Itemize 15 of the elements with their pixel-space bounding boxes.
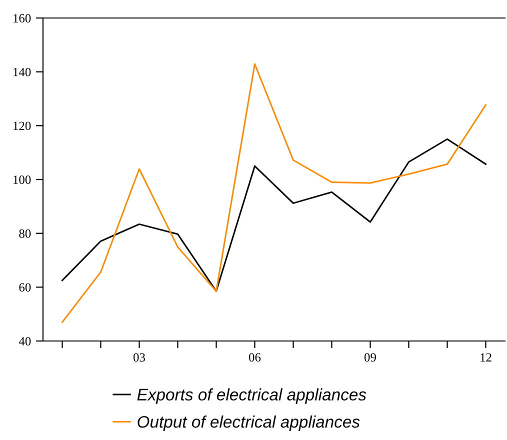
y-tick-label: 100 — [14, 176, 31, 184]
x-tick-label: 06 — [248, 353, 261, 362]
x-tick-label: 12 — [480, 353, 492, 362]
y-tick-label: 160 — [14, 14, 31, 22]
y-tick-label: 120 — [14, 122, 31, 130]
y-tick-label: 140 — [14, 68, 31, 76]
legend-label: Output of electrical appliances — [138, 416, 360, 432]
line-series — [61, 63, 487, 323]
x-tick-label: 09 — [364, 353, 376, 362]
y-tick-label: 80 — [19, 229, 31, 238]
line-series — [61, 138, 487, 292]
x-tick-label: 03 — [133, 353, 146, 362]
y-tick-label: 60 — [19, 283, 31, 292]
legend-label: Exports of electrical appliances — [137, 388, 366, 404]
y-tick-label: 40 — [18, 337, 31, 346]
